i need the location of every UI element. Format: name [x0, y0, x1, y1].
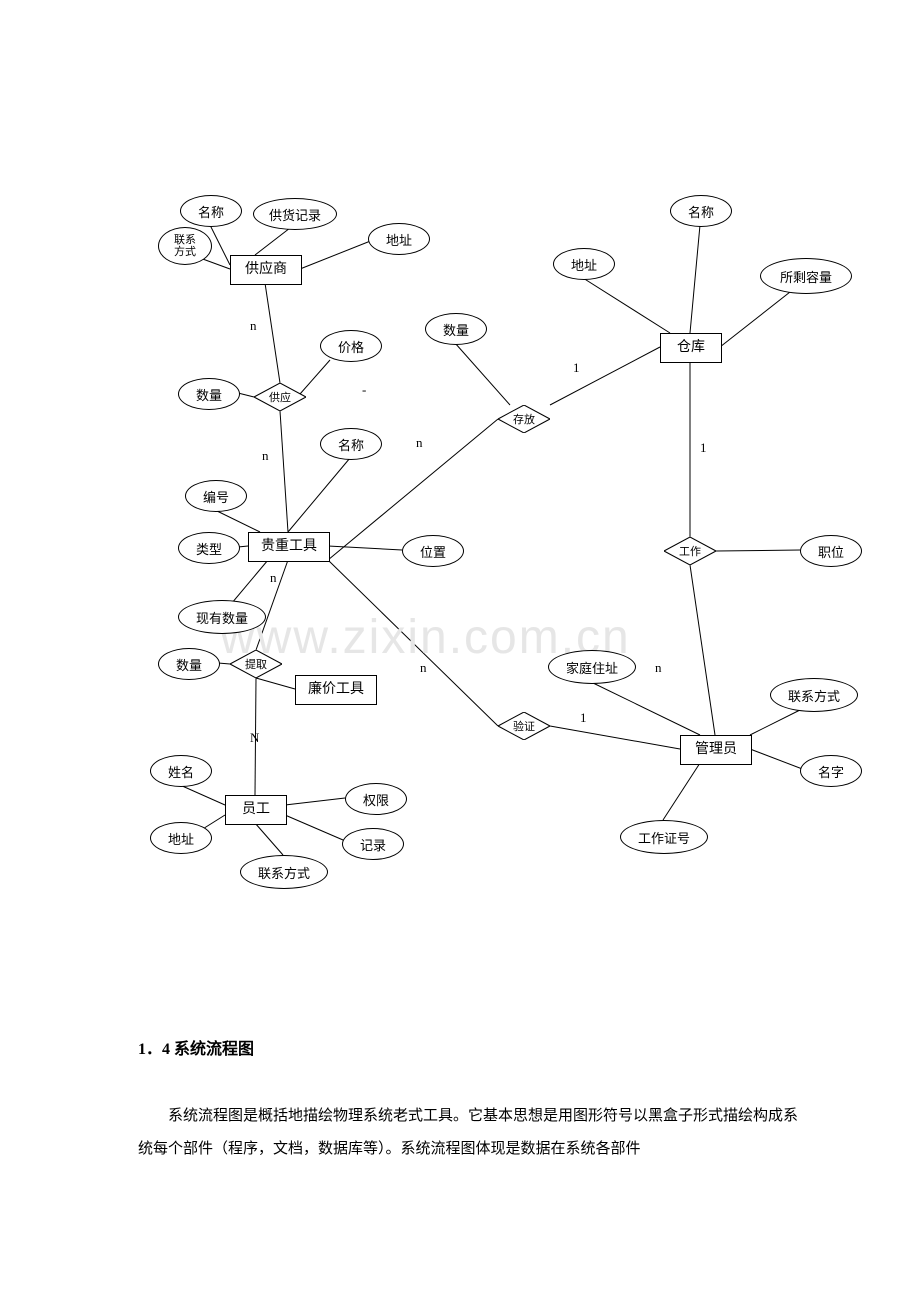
attr-25: 联系方式 — [240, 855, 328, 889]
attr-21: 姓名 — [150, 755, 212, 787]
cardinality-1: - — [362, 382, 366, 398]
cardinality-5: 1 — [700, 440, 707, 456]
cardinality-3: n — [416, 435, 423, 451]
attr-24: 记录 — [342, 828, 404, 860]
entity-tool: 贵重工具 — [248, 532, 330, 562]
attr-19: 名字 — [800, 755, 862, 787]
attr-12: 类型 — [178, 532, 240, 564]
attr-16: 数量 — [158, 648, 220, 680]
attr-3: 地址 — [368, 223, 430, 255]
attr-0: 名称 — [180, 195, 242, 227]
relation-supply: 供应 — [254, 383, 306, 411]
attr-1: 供货记录 — [253, 198, 337, 230]
section-paragraph: 系统流程图是概括地描绘物理系统老式工具。它基本思想是用图形符号以黑盒子形式描绘构… — [138, 1100, 798, 1166]
cardinality-2: n — [262, 448, 269, 464]
attr-10: 名称 — [320, 428, 382, 460]
cardinality-9: 1 — [580, 710, 587, 726]
attr-11: 编号 — [185, 480, 247, 512]
attr-23: 权限 — [345, 783, 407, 815]
cardinality-0: n — [250, 318, 257, 334]
entity-supplier: 供应商 — [230, 255, 302, 285]
relation-verify: 验证 — [498, 712, 550, 740]
cardinality-6: n — [270, 570, 277, 586]
entity-admin: 管理员 — [680, 735, 752, 765]
attr-7: 价格 — [320, 330, 382, 362]
relation-store: 存放 — [498, 405, 550, 433]
attr-4: 名称 — [670, 195, 732, 227]
attr-8: 数量 — [178, 378, 240, 410]
attr-5: 地址 — [553, 248, 615, 280]
attr-6: 所剩容量 — [760, 258, 852, 294]
relation-work: 工作 — [664, 537, 716, 565]
entity-warehouse: 仓库 — [660, 333, 722, 363]
attr-2: 联系方式 — [158, 227, 212, 265]
cardinality-10: n — [655, 660, 662, 676]
entity-staff: 员工 — [225, 795, 287, 825]
section-heading: 1．4 系统流程图 — [138, 1035, 254, 1059]
attr-15: 职位 — [800, 535, 862, 567]
attr-14: 现有数量 — [178, 600, 266, 634]
attr-22: 地址 — [150, 822, 212, 854]
relation-extract: 提取 — [230, 650, 282, 678]
cardinality-7: N — [250, 730, 259, 746]
entity-tool2: 廉价工具 — [295, 675, 377, 705]
attr-18: 联系方式 — [770, 678, 858, 712]
cardinality-4: 1 — [573, 360, 580, 376]
attr-20: 工作证号 — [620, 820, 708, 854]
attr-17: 家庭住址 — [548, 650, 636, 684]
attr-13: 位置 — [402, 535, 464, 567]
cardinality-8: n — [420, 660, 427, 676]
attr-9: 数量 — [425, 313, 487, 345]
